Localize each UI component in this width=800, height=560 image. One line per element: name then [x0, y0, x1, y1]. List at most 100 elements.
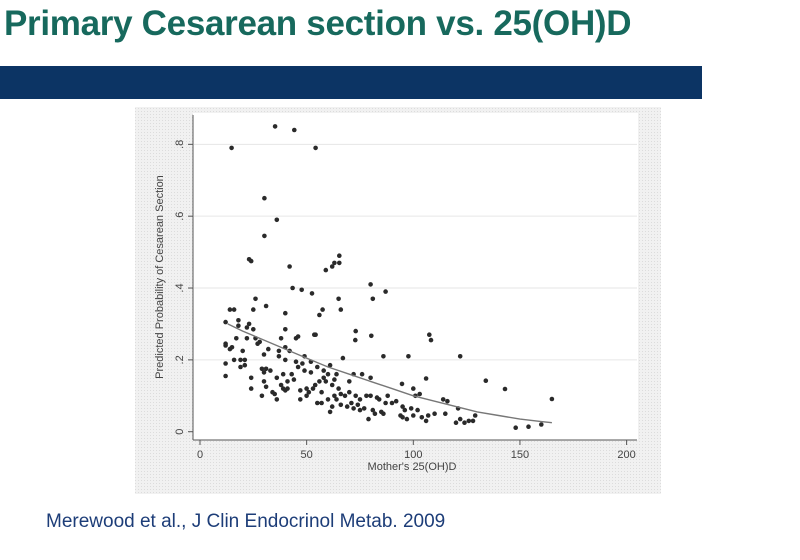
data-point [349, 400, 354, 406]
data-point [321, 375, 327, 381]
data-point [274, 375, 280, 381]
data-point [248, 258, 254, 264]
data-point [336, 296, 341, 302]
fitted-line [227, 323, 552, 424]
x-tick-label: 50 [301, 449, 313, 461]
data-point [242, 362, 248, 368]
x-tick-label: 200 [617, 449, 635, 461]
data-point [353, 328, 359, 334]
data-point [280, 371, 286, 377]
data-point [317, 312, 322, 318]
data-point [332, 260, 337, 266]
data-point [283, 327, 288, 332]
data-point [259, 366, 265, 372]
data-point [253, 296, 258, 302]
data-point [417, 391, 423, 397]
data-point [257, 339, 263, 345]
data-point [261, 352, 267, 357]
data-point [357, 407, 363, 413]
data-point [389, 400, 395, 406]
data-point [400, 415, 405, 420]
y-tick-label: .4 [174, 283, 186, 292]
data-point [502, 386, 508, 392]
data-point [319, 389, 324, 395]
slide-title: Primary Cesarean section vs. 25(OH)D [4, 4, 632, 43]
data-point [364, 393, 369, 399]
data-point [411, 386, 416, 391]
data-point [368, 393, 373, 399]
data-point [298, 388, 303, 393]
data-point [295, 364, 301, 370]
data-point [285, 379, 290, 384]
data-point [234, 336, 239, 341]
y-axis-label: Predicted Probability of Cesarean Sectio… [154, 175, 166, 379]
data-point [223, 341, 228, 347]
data-point [334, 371, 339, 377]
data-point [353, 337, 358, 343]
data-point [312, 382, 318, 388]
data-point [369, 333, 374, 339]
x-tick-label: 0 [197, 449, 203, 461]
x-tick-label: 150 [511, 449, 529, 461]
data-point [329, 264, 335, 269]
data-point [242, 357, 248, 363]
data-point [295, 334, 301, 339]
data-point [304, 386, 309, 391]
data-point [313, 332, 318, 338]
data-point [329, 382, 335, 388]
data-point [334, 397, 339, 402]
data-point [263, 303, 269, 309]
data-point [400, 404, 405, 409]
data-point [315, 364, 320, 370]
data-point [223, 319, 228, 325]
data-point [549, 396, 555, 402]
data-point [317, 379, 322, 384]
data-point [302, 368, 307, 373]
data-point [248, 386, 254, 391]
data-point [370, 407, 376, 413]
citation: Merewood et al., J Clin Endocrinol Metab… [46, 511, 446, 532]
plot-area [193, 113, 638, 440]
data-point [272, 391, 278, 397]
data-point [411, 413, 416, 418]
data-point [357, 397, 363, 402]
data-point [321, 368, 327, 373]
data-point [223, 373, 228, 379]
data-point [470, 418, 476, 424]
data-point [383, 400, 388, 406]
data-point [259, 393, 265, 399]
data-point [309, 291, 315, 296]
data-point [251, 307, 256, 312]
data-point [513, 425, 518, 431]
data-point [320, 307, 325, 312]
data-point [415, 407, 420, 413]
data-point [229, 345, 235, 350]
data-point [319, 400, 324, 406]
data-point [227, 307, 233, 312]
data-point [338, 391, 344, 397]
data-point [402, 407, 408, 413]
data-point [425, 413, 431, 418]
data-point [290, 285, 295, 291]
data-point [310, 386, 316, 391]
data-point [329, 404, 335, 409]
data-point [443, 411, 448, 417]
data-point [238, 357, 243, 363]
data-point [457, 416, 463, 422]
data-point [332, 377, 337, 382]
data-point [325, 397, 331, 402]
data-point [359, 371, 365, 377]
data-point [231, 307, 237, 312]
data-point [372, 411, 378, 417]
data-point [244, 336, 250, 341]
data-point [323, 267, 329, 273]
data-point [308, 370, 314, 375]
data-point [274, 217, 280, 223]
data-point [287, 264, 292, 269]
data-point [332, 393, 337, 399]
data-point [240, 348, 245, 354]
data-point [361, 406, 367, 411]
data-point [246, 321, 252, 327]
data-point [453, 420, 459, 426]
data-point [406, 354, 411, 359]
